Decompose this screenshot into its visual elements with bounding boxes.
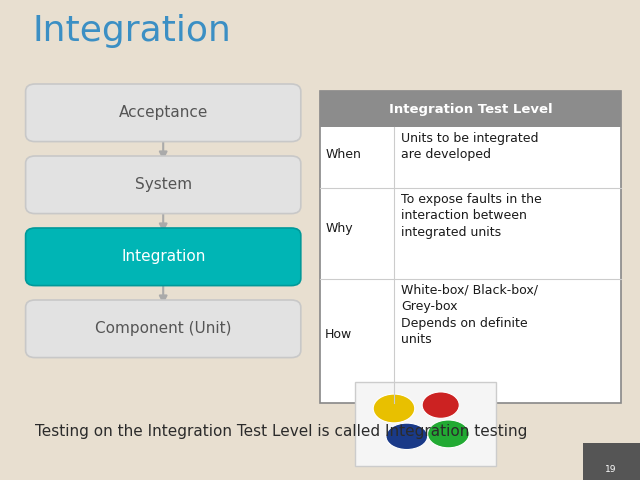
- FancyBboxPatch shape: [26, 300, 301, 358]
- Text: Why: Why: [325, 222, 353, 235]
- FancyBboxPatch shape: [26, 84, 301, 142]
- Bar: [355, 382, 496, 466]
- Text: Testing on the Integration Test Level is called Integration testing: Testing on the Integration Test Level is…: [35, 424, 527, 439]
- Text: Integration: Integration: [121, 249, 205, 264]
- FancyBboxPatch shape: [26, 228, 301, 286]
- Ellipse shape: [373, 394, 415, 423]
- Text: Acceptance: Acceptance: [118, 105, 208, 120]
- Text: System: System: [134, 177, 192, 192]
- FancyBboxPatch shape: [26, 156, 301, 214]
- Text: To expose faults in the
interaction between
integrated units: To expose faults in the interaction betw…: [401, 192, 542, 239]
- Bar: [320, 91, 621, 403]
- Text: Component (Unit): Component (Unit): [95, 321, 232, 336]
- Ellipse shape: [422, 392, 460, 419]
- Text: Integration Test Level: Integration Test Level: [388, 103, 552, 116]
- Text: 19: 19: [605, 465, 617, 474]
- Text: When: When: [325, 148, 361, 161]
- Text: Integration: Integration: [32, 14, 231, 48]
- Text: White-box/ Black-box/
Grey-box
Depends on definite
units: White-box/ Black-box/ Grey-box Depends o…: [401, 284, 538, 346]
- Ellipse shape: [386, 423, 428, 449]
- Bar: [320, 91, 621, 127]
- Text: How: How: [325, 328, 353, 341]
- Text: Units to be integrated
are developed: Units to be integrated are developed: [401, 132, 539, 161]
- Ellipse shape: [428, 420, 469, 448]
